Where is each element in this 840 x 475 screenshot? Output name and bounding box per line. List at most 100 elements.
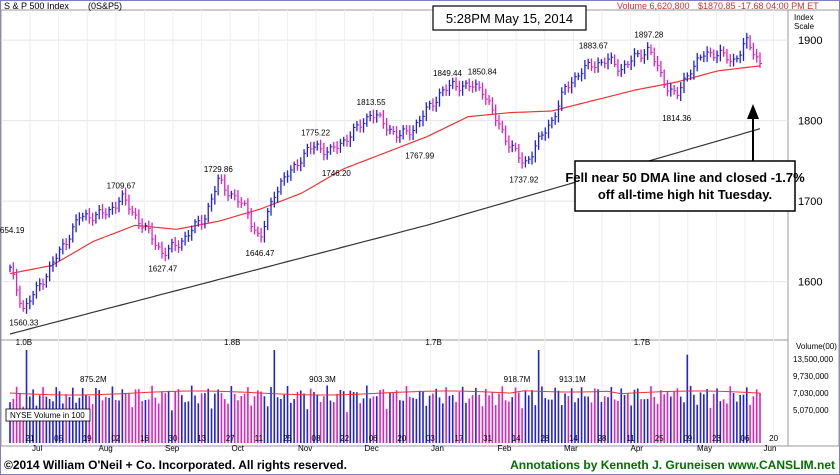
- day-label: 28: [598, 434, 607, 443]
- volume-ma-layer: [9, 390, 761, 396]
- ma50-line: [9, 65, 761, 275]
- volume-label: 918.7M: [504, 375, 531, 384]
- scale-panel: [787, 9, 840, 447]
- price-tick-label: 1600: [798, 277, 822, 289]
- day-label: 14: [512, 434, 521, 443]
- day-label: 23: [712, 434, 721, 443]
- day-label: 19: [83, 434, 92, 443]
- volume-scale-label: Volume(00): [796, 342, 837, 351]
- price-label: 1560.33: [9, 319, 38, 328]
- copyright: ©2014 William O'Neil + Co. Incorporated.…: [4, 458, 347, 472]
- date-axis: 21 05 19 02 16 30 13 27 11 25 08 22 06 20 03 17 31 14 28 14…: [26, 434, 779, 453]
- day-label: 30: [169, 434, 178, 443]
- day-label: 13: [197, 434, 206, 443]
- volume-label: 1.0B: [16, 338, 32, 347]
- price-label: 1850.84: [468, 68, 497, 77]
- day-label: 27: [226, 434, 235, 443]
- volume-label: 913.1M: [559, 375, 586, 384]
- annotation-arrow-head: [747, 104, 759, 119]
- symbol-code: (0S&P5): [88, 1, 122, 11]
- volume-axis-ticks: 13,500,000 9,730,000 7,030,000 5,070,000: [793, 355, 834, 415]
- day-label: 31: [483, 434, 492, 443]
- volume-label: 1.8B: [224, 338, 240, 347]
- month-label: Apr: [631, 444, 644, 453]
- price-label: 1849.44: [433, 69, 462, 78]
- volume-ma-line: [9, 390, 761, 396]
- month-label: Nov: [298, 444, 312, 453]
- volume-label: 903.3M: [309, 375, 336, 384]
- day-label: 02: [111, 434, 120, 443]
- month-label: Dec: [365, 444, 379, 453]
- timestamp-box: [432, 5, 587, 31]
- volume-label: 1.7B: [425, 338, 441, 347]
- day-label: 25: [655, 434, 664, 443]
- day-label: 11: [626, 434, 635, 443]
- price-label: 1813.55: [357, 98, 386, 107]
- price-label: 1767.99: [405, 151, 434, 160]
- price-labels-layer: 1654.19 1560.33 1709.67 1627.47 1729.86 1646.…: [0, 30, 692, 384]
- volume-label: 1.7B: [634, 338, 650, 347]
- day-label: 17: [455, 434, 464, 443]
- month-label: Aug: [99, 444, 113, 453]
- price-label: 1775.22: [301, 129, 330, 138]
- price-label: 1646.47: [246, 249, 275, 258]
- day-label: 20: [397, 434, 406, 443]
- symbol-name: S & P 500 Index: [4, 1, 69, 11]
- price-label: 1729.86: [204, 165, 233, 174]
- volume-tick-label: 5,070,000: [793, 406, 829, 415]
- volume-tick-label: 7,030,000: [793, 389, 829, 398]
- price-tick-label: 1900: [798, 35, 822, 47]
- price-label: 1737.92: [509, 176, 538, 185]
- price-tick-label: 1700: [798, 196, 822, 208]
- volume-label: 875.2M: [80, 375, 107, 384]
- day-label: 03: [426, 434, 435, 443]
- price-label: 1883.67: [579, 41, 608, 50]
- day-label: 21: [26, 434, 35, 443]
- day-label: 16: [140, 434, 149, 443]
- month-label: Oct: [232, 444, 245, 453]
- volume-legend-box: [5, 408, 91, 422]
- month-label: May: [697, 444, 712, 453]
- month-label: Jun: [764, 444, 777, 453]
- day-label: 08: [312, 434, 321, 443]
- day-label: 06: [369, 434, 378, 443]
- volume-tick-label: 9,730,000: [793, 372, 829, 381]
- annotation-box: [574, 160, 796, 212]
- ma50-layer: [9, 65, 761, 275]
- day-label: 20: [769, 434, 778, 443]
- annotation-callout: Fell near 50 DMA line and closed -1.7% o…: [565, 104, 805, 212]
- day-label: 11: [255, 434, 264, 443]
- day-label: 25: [283, 434, 292, 443]
- month-label: Jul: [32, 444, 42, 453]
- month-label: Sep: [165, 444, 180, 453]
- price-label: 1627.47: [148, 265, 177, 274]
- day-label: 05: [54, 434, 63, 443]
- day-label: 06: [741, 434, 750, 443]
- price-label: 1897.28: [634, 30, 663, 39]
- month-label: Jan: [431, 444, 444, 453]
- gridlines: [1, 10, 788, 446]
- volume-tick-label: 13,500,000: [793, 355, 834, 364]
- day-label: 09: [683, 434, 692, 443]
- volume-bars-layer: [9, 350, 761, 443]
- index-scale-label-2: Scale: [794, 22, 815, 31]
- price-readout: $1870.85 -17.68 04:00 PM ET: [698, 1, 819, 11]
- day-label: 28: [540, 434, 549, 443]
- price-label: 1654.19: [0, 226, 25, 235]
- volume-readout: Volume 6,620,800: [617, 1, 690, 11]
- price-bars-layer: [9, 32, 762, 314]
- index-scale-label-1: Index: [794, 13, 814, 22]
- day-label: 14: [569, 434, 578, 443]
- annotation-credit: Annotations by Kenneth J. Gruneisen www.…: [510, 458, 835, 472]
- day-label: 22: [340, 434, 349, 443]
- timestamp: 5:28PM May 15, 2014: [446, 11, 573, 26]
- month-label: Mar: [564, 444, 578, 453]
- price-tick-label: 1800: [798, 116, 822, 128]
- price-label: 1814.36: [662, 114, 691, 123]
- price-axis-ticks: 1600 1700 1800 1900: [798, 35, 822, 288]
- price-label: 1709.67: [107, 181, 136, 190]
- month-label: Feb: [498, 444, 512, 453]
- annotation-line-1: Fell near 50 DMA line and closed -1.7%: [565, 170, 805, 185]
- price-label: 1746.20: [322, 169, 351, 178]
